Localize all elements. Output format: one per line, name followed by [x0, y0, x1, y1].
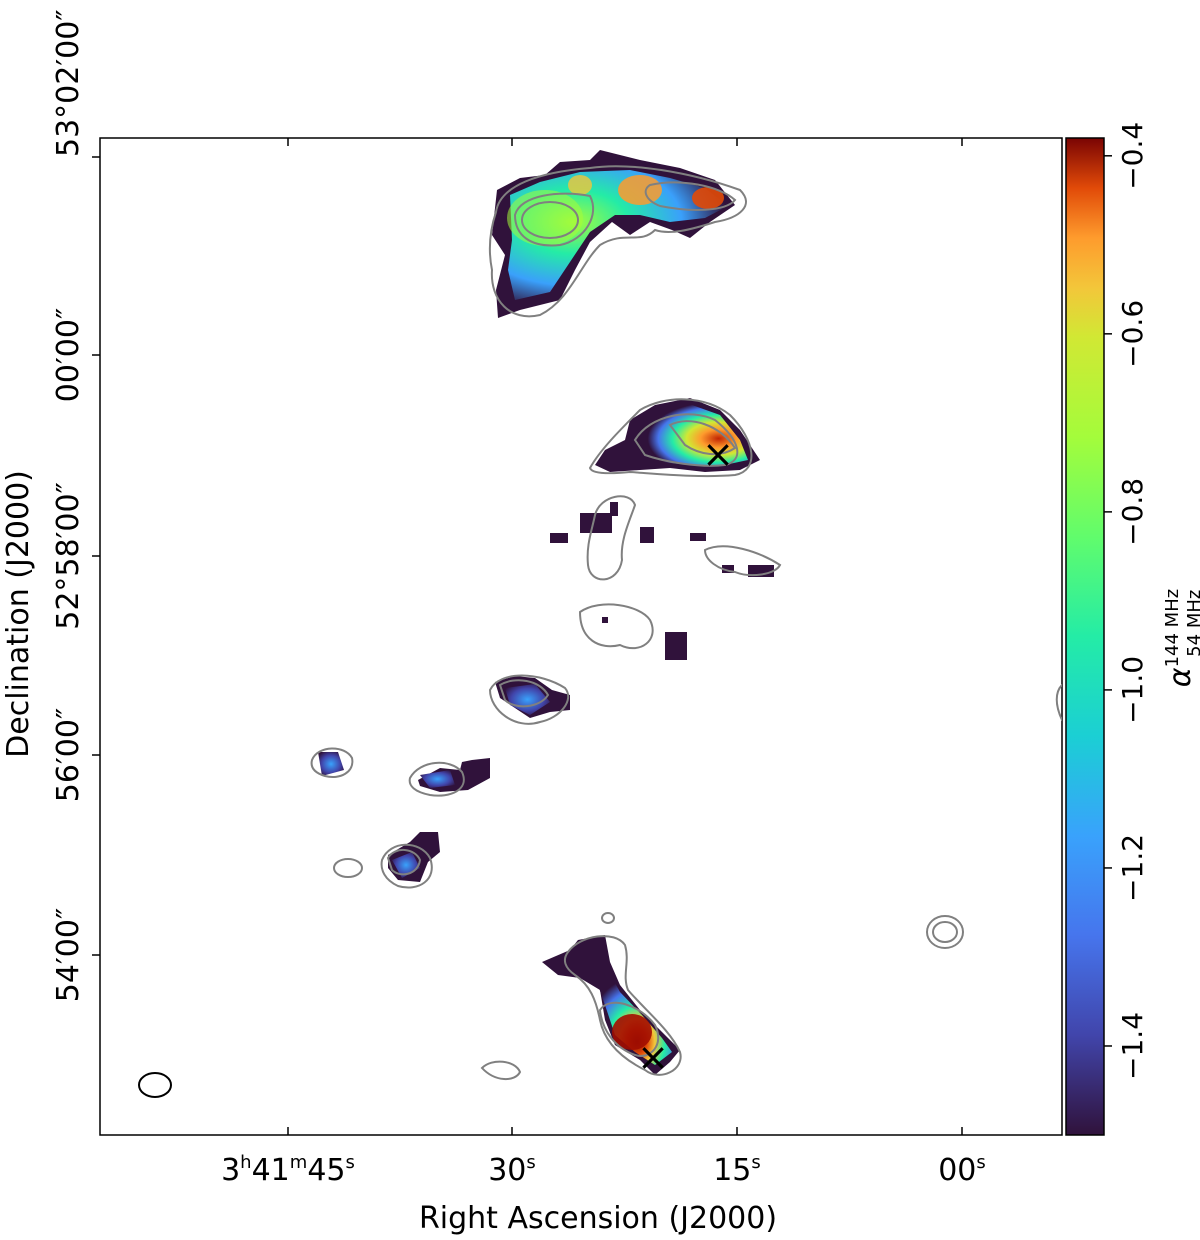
- knot-west-2-color: [420, 770, 455, 788]
- beam-ellipse: [138, 1072, 172, 1098]
- contour-east-1-inner: [932, 921, 958, 943]
- knot-9: [602, 617, 608, 623]
- colorbar: [1065, 137, 1105, 1136]
- y-ticks: [92, 156, 100, 956]
- colorbar-tick-label-4: −1.2: [1116, 834, 1149, 902]
- colorbar-label: α144 MHz54 MHz: [1162, 589, 1200, 687]
- plot-area: [99, 137, 1063, 1136]
- contour-east-1: [926, 915, 964, 949]
- contour-mid-left: [488, 674, 570, 725]
- contour-south-inner: [598, 1001, 660, 1057]
- x-tick-label-3: 00s: [938, 1152, 986, 1188]
- contours: [310, 165, 1062, 1080]
- y-tick-label-4: 54′00″: [51, 908, 86, 1002]
- knot-1: [550, 533, 568, 543]
- contour-east-edge: [1055, 684, 1062, 722]
- colorbar-tick-label-5: −1.4: [1116, 1012, 1149, 1080]
- contour-upper-mid: [633, 413, 739, 467]
- contour-north-right: [644, 181, 737, 211]
- south-hotspot: [612, 1014, 652, 1050]
- knot-mid-left-color: [505, 684, 550, 715]
- knot-2: [580, 513, 612, 533]
- contour-south-outer: [563, 935, 682, 1076]
- y-axis-label: Declination (J2000): [1, 470, 36, 758]
- contour-mid-3: [578, 603, 654, 650]
- marker-core-north: ×: [702, 432, 734, 476]
- contour-south-small: [601, 912, 615, 924]
- contour-south-west: [480, 1060, 522, 1080]
- contour-north-outer: [488, 165, 747, 318]
- x-ticks: [287, 138, 963, 1135]
- knot-5: [690, 533, 706, 541]
- contour-mid-1: [586, 495, 637, 581]
- contour-mid-2: [703, 545, 782, 577]
- knot-6: [722, 565, 734, 573]
- map-content: [138, 150, 1062, 1098]
- y-tick-label-2: 52°58′00″: [51, 482, 86, 630]
- contour-west-3-inner: [386, 849, 422, 876]
- y-tick-label-3: 56′00″: [51, 708, 86, 802]
- colorbar-tick-label-0: −0.4: [1116, 122, 1149, 190]
- contour-upper-inner: [668, 420, 737, 456]
- colorbar-ticks: −0.4 −0.6 −0.8 −1.0 −1.2 −1.4: [1104, 122, 1149, 1080]
- contour-mid-left-inner: [498, 679, 550, 708]
- x-axis-label: Right Ascension (J2000): [419, 1201, 777, 1236]
- contour-upper-outer: [588, 398, 753, 478]
- knot-west-1: [318, 752, 344, 776]
- colorbar-tick-label-2: −0.8: [1116, 478, 1149, 546]
- contour-west-3: [380, 843, 433, 889]
- north-lobe-warm-3: [568, 175, 592, 195]
- contour-west-1: [310, 747, 354, 778]
- contour-north-inner: [513, 192, 595, 247]
- contour-west-4: [333, 858, 363, 878]
- colorbar-tick-label-1: −0.6: [1116, 300, 1149, 368]
- y-tick-label-0: 53°02′00″: [51, 9, 86, 157]
- y-tick-label-1: 00′00″: [51, 308, 86, 402]
- x-tick-label-0: 3h41m45s: [221, 1152, 355, 1188]
- north-lobe-warm-1: [618, 175, 662, 205]
- colorbar-tick-label-3: −1.0: [1116, 656, 1149, 724]
- knot-3: [610, 502, 618, 516]
- contour-west-2: [408, 761, 465, 797]
- contour-north-core: [521, 201, 579, 239]
- knot-4: [640, 527, 654, 543]
- x-tick-label-1: 30s: [488, 1152, 536, 1188]
- marker-core-south: ×: [637, 1035, 669, 1079]
- north-lobe-warm-2: [692, 187, 724, 209]
- x-tick-label-2: 15s: [713, 1152, 761, 1188]
- knot-8: [665, 632, 687, 660]
